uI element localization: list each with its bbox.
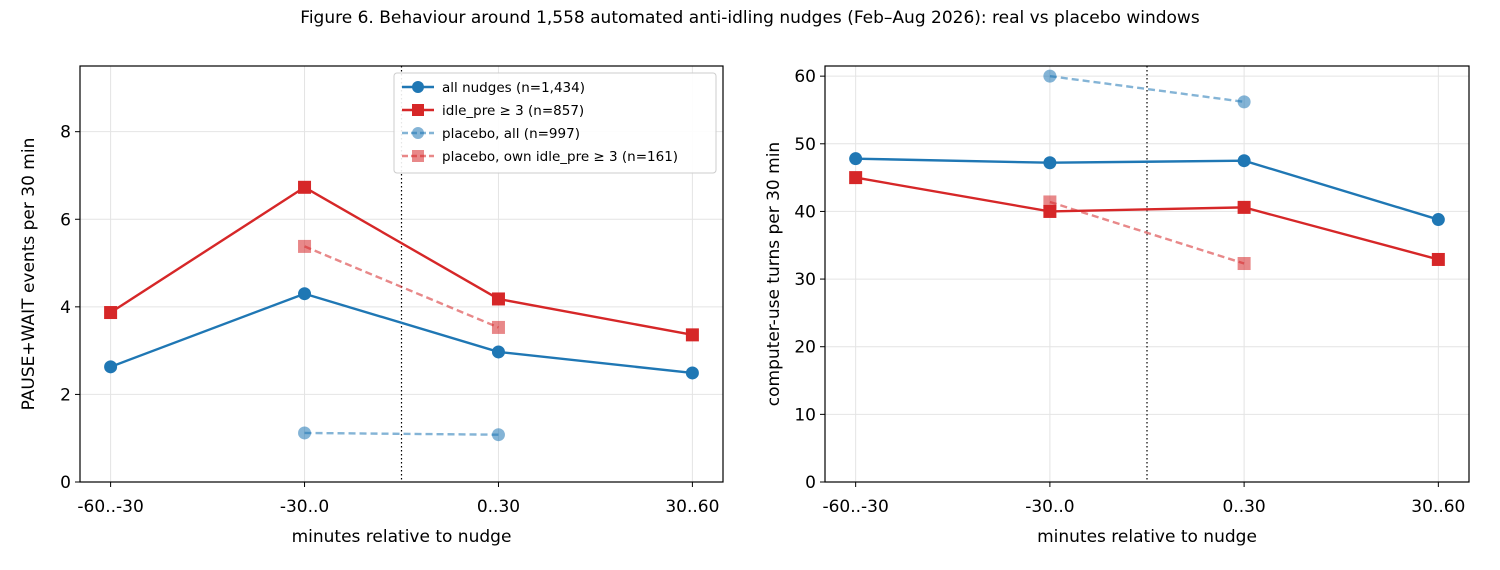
data-point [491,345,505,359]
x-tick-label: 0..30 [1222,497,1265,517]
data-point [298,180,312,194]
series-line [109,185,693,337]
data-point [104,306,118,320]
data-point [1043,156,1057,170]
plot-frame [824,65,1470,483]
x-tick-label: 30..60 [1411,497,1465,517]
x-tick-label: -60..-30 [77,497,143,517]
data-point [685,328,699,342]
y-tick-label: 10 [794,405,816,425]
data-point [298,287,312,301]
y-tick-label: 6 [60,210,71,230]
figure-title: Figure 6. Behaviour around 1,558 automat… [300,8,1200,28]
series-line [855,176,1439,261]
data-point [1237,95,1251,109]
y-tick-label: 0 [60,473,71,493]
data-point [104,360,118,374]
legend-marker [412,81,424,93]
series-line [855,157,1439,221]
legend-label: placebo, own idle_pre ≥ 3 (n=161) [442,149,678,165]
legend-marker [412,104,424,116]
data-point [1043,195,1057,209]
placebo-series-line [1049,74,1245,104]
legend-marker [412,127,424,139]
legend-label: placebo, all (n=997) [442,126,580,142]
legend-label: idle_pre ≥ 3 (n=857) [442,103,584,119]
data-point [849,171,863,185]
right-panel: 0 10 20 30 40 50 60 -60..-30 -30..0 0..30 30..60 mi… [764,65,1470,547]
y-tick-label: 60 [794,67,816,87]
y-axis-label: computer-use turns per 30 min [764,142,784,406]
data-point [491,292,505,306]
y-tick-label: 0 [805,473,816,493]
data-point [1237,154,1251,168]
y-tick-label: 2 [60,385,71,405]
data-point [1237,257,1251,271]
data-point [491,320,505,334]
x-tick-label: -30..0 [280,497,329,517]
data-point [685,366,699,380]
x-tick-label: 30..60 [665,497,719,517]
y-tick-label: 4 [60,298,71,318]
left-panel: 0 2 4 6 8 -60..-30 -30..0 0..30 30..60 minutes re… [19,65,724,547]
y-tick-label: 50 [794,135,816,155]
data-point [1431,213,1445,227]
data-point [298,426,312,440]
legend-label: all nudges (n=1,434) [442,80,585,96]
y-tick-label: 20 [794,338,816,358]
x-tick-label: 0..30 [477,497,520,517]
y-tick-label: 40 [794,202,816,222]
placebo-series-line [304,245,499,329]
data-point [1431,252,1445,266]
legend-box [393,72,717,174]
x-tick-label: -60..-30 [822,497,888,517]
placebo-series-line [1049,200,1245,265]
x-axis-label: minutes relative to nudge [1037,527,1257,547]
x-tick-label: -30..0 [1025,497,1074,517]
data-point [298,239,312,253]
series-line [110,292,693,375]
data-point [491,428,505,442]
x-axis-label: minutes relative to nudge [292,527,512,547]
legend-marker [412,150,424,162]
data-point [1237,200,1251,214]
y-tick-label: 30 [794,270,816,290]
y-tick-label: 8 [60,123,71,143]
data-point [1043,69,1057,83]
plot-frame [79,65,724,483]
data-point [849,152,863,166]
y-axis-label: PAUSE+WAIT events per 30 min [19,138,39,411]
